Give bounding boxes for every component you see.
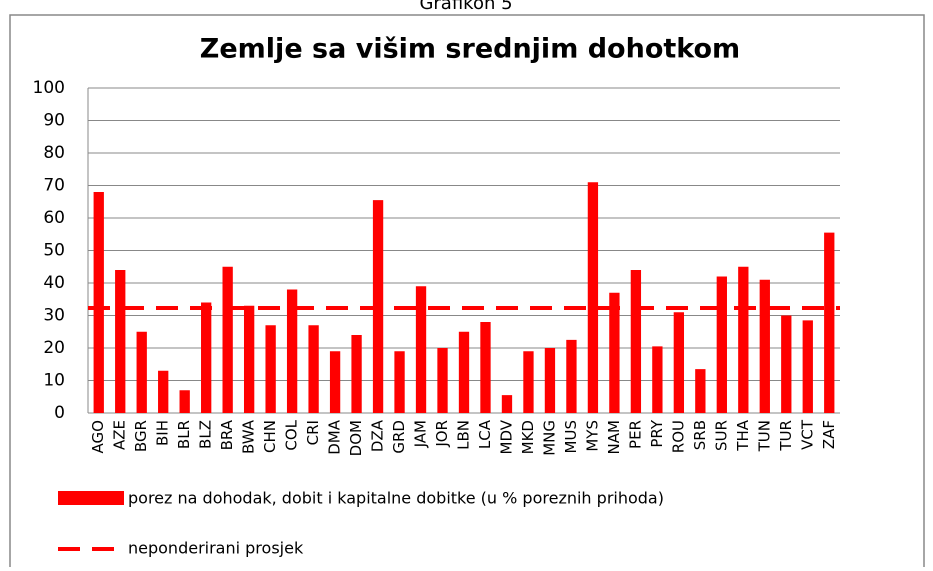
x-tick-label: BWA [240, 419, 258, 454]
bar [394, 351, 405, 413]
x-tick-label: TUN [755, 420, 773, 452]
bar [201, 302, 212, 413]
bar [437, 348, 448, 413]
y-tick-label: 100 [33, 78, 65, 98]
bar [329, 351, 341, 413]
bar [136, 331, 147, 413]
x-tick-label: JAM [412, 420, 430, 448]
x-tick-label: AZE [111, 420, 129, 450]
bar [673, 312, 685, 413]
x-tick-label: MYS [583, 420, 601, 452]
bar [501, 395, 513, 413]
x-tick-label: CRI [304, 420, 322, 445]
x-tick-label: PRY [648, 419, 666, 448]
y-tick-label: 50 [43, 241, 65, 261]
bar [652, 346, 663, 413]
bar [781, 315, 792, 413]
bar [458, 331, 470, 413]
bar [179, 390, 190, 413]
x-tick-label: VCT [798, 419, 816, 450]
bar [265, 325, 276, 413]
bar [222, 266, 233, 413]
x-tick-label: GRD [390, 420, 408, 454]
bar [587, 182, 599, 413]
x-tick-label: BGR [132, 420, 150, 452]
x-tick-label: COL [283, 419, 301, 450]
bar [523, 351, 534, 413]
legend-label: neponderirani prosjek [128, 539, 304, 558]
x-tick-label: CHN [261, 420, 279, 453]
bar [695, 369, 706, 413]
bar [93, 192, 104, 413]
y-tick-label: 70 [43, 176, 65, 196]
y-tick-label: 40 [43, 273, 65, 293]
bar [609, 292, 620, 413]
x-tick-label: LCA [476, 419, 494, 449]
bar [716, 276, 727, 413]
bar [824, 232, 835, 413]
legend-swatch [58, 491, 124, 505]
bar [566, 339, 577, 413]
x-tick-label: MNG [540, 420, 558, 456]
x-tick-label: ZAF [820, 420, 838, 449]
y-tick-label: 20 [43, 338, 65, 358]
bar [630, 270, 642, 413]
bar [544, 348, 556, 413]
x-tick-label: MKD [519, 420, 537, 454]
bar [158, 370, 169, 413]
x-tick-label: PER [626, 420, 644, 449]
x-tick-label: BLR [175, 420, 193, 449]
chart-frame [9, 14, 925, 571]
x-tick-label: BLZ [197, 420, 215, 449]
x-tick-label: NAM [605, 420, 623, 454]
y-tick-label: 60 [43, 208, 65, 228]
x-tick-label: MDV [497, 419, 515, 454]
x-tick-label: SRB [691, 420, 709, 450]
caption: Grafikon 5 [419, 0, 512, 14]
x-tick-label: DOM [347, 420, 365, 456]
x-tick-label: TUR [777, 420, 795, 452]
bar [738, 266, 749, 413]
x-tick-label: AGO [89, 420, 107, 453]
y-tick-label: 0 [54, 403, 65, 423]
y-tick-label: 80 [43, 143, 65, 163]
y-tick-label: 90 [43, 111, 65, 131]
bar [802, 320, 813, 413]
bar [115, 270, 126, 413]
bar [308, 325, 319, 413]
x-tick-label: MUS [562, 420, 580, 453]
x-tick-label: THA [734, 419, 752, 451]
bar [286, 289, 298, 413]
y-tick-label: 10 [43, 371, 65, 391]
bar [759, 279, 770, 413]
x-tick-label: ROU [669, 420, 687, 453]
x-tick-label: BRA [218, 419, 236, 450]
legend-label: porez na dohodak, dobit i kapitalne dobi… [128, 489, 664, 508]
x-tick-label: SUR [712, 420, 730, 451]
x-tick-label: DMA [326, 419, 344, 454]
chart-title: Zemlje sa višim srednjim dohotkom [200, 34, 740, 65]
bar [415, 286, 427, 413]
x-tick-label: JOR [433, 420, 451, 448]
x-tick-label: LBN [455, 420, 473, 450]
x-tick-label: DZA [369, 419, 387, 452]
bar [480, 322, 491, 413]
bar [243, 305, 255, 413]
y-tick-label: 30 [43, 306, 65, 326]
bar [351, 335, 362, 413]
x-tick-label: BIH [154, 420, 172, 446]
